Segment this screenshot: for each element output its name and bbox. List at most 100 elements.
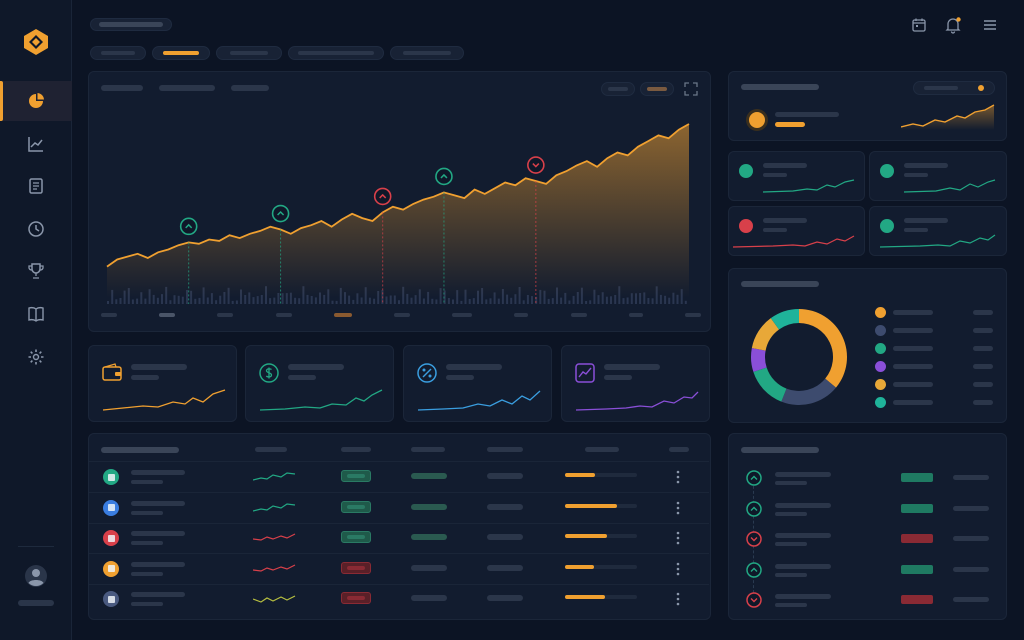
sidebar [0, 0, 72, 640]
volume-bar [173, 295, 176, 304]
donut-slice[interactable] [751, 348, 767, 372]
table-row[interactable] [89, 493, 709, 523]
sidebar-item-portfolio[interactable] [0, 81, 72, 121]
table-row[interactable] [89, 584, 709, 614]
trophy-icon [28, 263, 44, 279]
donut-slice[interactable] [770, 309, 799, 330]
progress-bar [565, 503, 637, 508]
volume-bar [285, 293, 288, 304]
logo-icon[interactable] [22, 28, 50, 56]
amount-badge [901, 564, 933, 574]
kpi-card-growth[interactable] [561, 345, 710, 422]
volume-bar [136, 298, 139, 304]
transaction-item[interactable] [729, 499, 1008, 525]
legend-item [873, 379, 997, 391]
sidebar-item-library[interactable] [0, 294, 72, 334]
performance-area-chart[interactable] [99, 112, 699, 308]
more-icon[interactable] [675, 470, 681, 484]
watchlist-card-4[interactable] [869, 206, 1007, 256]
volume-bar [547, 298, 550, 304]
volume-bar [269, 298, 272, 304]
volume-bar [335, 300, 338, 304]
tab-2-active[interactable] [152, 46, 210, 60]
avatar[interactable] [24, 564, 48, 588]
tab-3[interactable] [216, 46, 282, 60]
volume-bar [610, 296, 612, 304]
sidebar-item-analytics[interactable] [0, 124, 72, 164]
transaction-item[interactable] [729, 529, 1008, 555]
volume-bar [622, 298, 625, 304]
donut-slice[interactable] [799, 309, 847, 388]
sidebar-item-history[interactable] [0, 209, 72, 249]
amount-badge [901, 534, 933, 543]
watchlist-card-3[interactable] [728, 206, 865, 256]
sidebar-item-rewards[interactable] [0, 251, 72, 291]
tab-1[interactable] [90, 46, 146, 60]
volume-bar [651, 298, 654, 304]
more-icon[interactable] [675, 562, 681, 576]
chart-marker-up[interactable] [179, 217, 198, 304]
volume-bar [468, 299, 471, 304]
menu-button[interactable] [979, 14, 1001, 36]
volume-bar [551, 298, 554, 304]
volume-bar [414, 295, 417, 304]
chart-marker-up[interactable] [373, 187, 392, 304]
more-icon[interactable] [675, 592, 681, 606]
chart-marker-down[interactable] [527, 156, 545, 304]
sidebar-item-reports[interactable] [0, 166, 72, 206]
menu-icon [984, 20, 996, 30]
watchlist-card-1[interactable] [728, 151, 865, 201]
volume-bar [352, 299, 355, 304]
volume-bar [115, 299, 118, 304]
donut-slice[interactable] [781, 378, 836, 405]
volume-bar [256, 296, 259, 304]
kpi-card-rate[interactable] [403, 345, 552, 422]
calendar-icon [912, 18, 926, 32]
t-icon [103, 530, 119, 546]
table-row[interactable] [89, 523, 709, 553]
legend-item [873, 325, 997, 337]
more-icon[interactable] [675, 501, 681, 515]
tab-4[interactable] [288, 46, 384, 60]
donut-slice[interactable] [753, 367, 787, 402]
volume-bar [676, 294, 679, 304]
table-row[interactable] [89, 462, 709, 492]
tab-5[interactable] [390, 46, 464, 60]
volume-bar [219, 295, 222, 304]
calendar-button[interactable] [908, 14, 930, 36]
allocation-donut-chart[interactable] [745, 303, 853, 411]
chart-range-button-1[interactable] [601, 82, 635, 96]
notifications-button[interactable] [942, 14, 964, 36]
bell-icon [945, 17, 961, 34]
volume-bar [447, 298, 450, 304]
donut-slice[interactable] [751, 318, 780, 351]
chart-range-button-2[interactable] [640, 82, 674, 96]
volume-bar [589, 300, 592, 304]
volume-bar [526, 295, 529, 304]
volume-bar [319, 292, 321, 304]
amount-badge [901, 503, 933, 513]
watchlist-card-2[interactable] [869, 151, 1007, 201]
transaction-item[interactable] [729, 468, 1008, 494]
status-badge [341, 470, 371, 482]
dollar-icon [259, 363, 279, 383]
featured-asset-card[interactable] [728, 71, 1007, 141]
volume-bar [107, 301, 109, 304]
featured-asset-selector[interactable] [913, 81, 995, 95]
more-icon[interactable] [675, 531, 681, 545]
transaction-item[interactable] [729, 590, 1008, 616]
volume-bar [410, 297, 413, 304]
chart-marker-up[interactable] [271, 204, 290, 304]
kpi-sparkline-growth [576, 391, 699, 411]
volume-bar [435, 299, 438, 304]
expand-icon[interactable] [684, 82, 698, 96]
volume-bar [152, 294, 155, 304]
kpi-card-balance[interactable] [88, 345, 237, 422]
table-row[interactable] [89, 554, 709, 584]
chart-marker-up[interactable] [435, 167, 453, 304]
transaction-item[interactable] [729, 560, 1008, 586]
sidebar-item-settings[interactable] [0, 337, 72, 377]
kpi-card-income[interactable] [245, 345, 394, 422]
volume-bar [314, 297, 317, 304]
wallet-icon [102, 363, 122, 381]
